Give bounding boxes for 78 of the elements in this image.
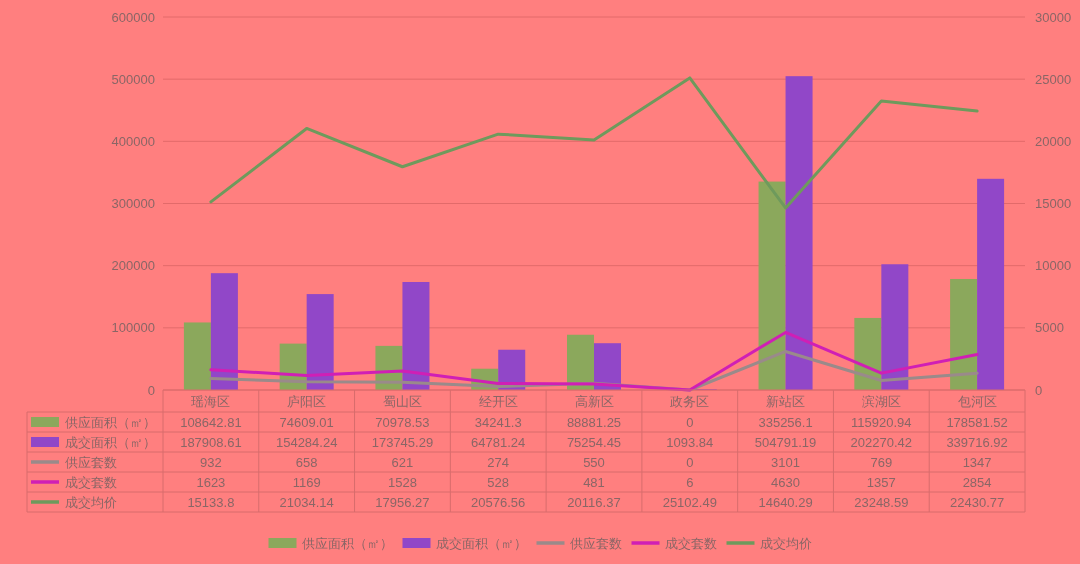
category: 新站区 — [766, 393, 806, 409]
y-tick: 200000 — [111, 258, 155, 274]
y2-tick: 10000 — [1035, 258, 1072, 274]
value-label: 1093.84 — [666, 434, 714, 450]
value-label: 22430.77 — [950, 494, 1005, 510]
legend-label: 供应套数 — [569, 535, 622, 551]
value-label: 335256.1 — [758, 414, 813, 430]
value-label: 528 — [487, 474, 510, 490]
legend-label: 成交面积（㎡） — [435, 535, 527, 551]
value-label: 74609.01 — [279, 414, 334, 430]
value-label: 21034.14 — [279, 494, 334, 510]
value-label: 339716.92 — [946, 434, 1008, 450]
value-label: 4630 — [771, 474, 800, 490]
value-label: 1169 — [292, 474, 321, 490]
value-label: 1528 — [388, 474, 417, 490]
value-label: 550 — [583, 454, 605, 470]
y-tick: 600000 — [111, 9, 155, 25]
value-label: 1357 — [866, 474, 896, 490]
value-label: 6 — [686, 474, 694, 490]
category: 蜀山区 — [382, 393, 422, 409]
value-label: 2854 — [962, 474, 992, 490]
value-label: 108642.81 — [180, 414, 242, 430]
value-label: 14640.29 — [758, 494, 813, 510]
category: 政务区 — [670, 393, 710, 409]
y2-tick: 0 — [1035, 382, 1043, 398]
y-tick: 100000 — [111, 320, 155, 336]
category: 经开区 — [478, 393, 518, 409]
value-label: 64781.24 — [471, 434, 526, 450]
category: 瑶海区 — [191, 393, 231, 409]
table-row-name: 成交面积（㎡） — [65, 434, 156, 450]
category: 庐阳区 — [287, 393, 327, 409]
category: 包河区 — [957, 393, 997, 409]
value-label: 115920.94 — [851, 414, 912, 430]
legend-label: 成交套数 — [664, 535, 717, 551]
value-label: 1347 — [962, 454, 992, 470]
value-label: 34241.3 — [474, 414, 522, 430]
value-label: 25102.49 — [662, 494, 717, 510]
y-tick: 300000 — [111, 196, 155, 211]
value-label: 178581.52 — [946, 414, 1008, 430]
table-row-name: 供应套数 — [65, 454, 117, 470]
value-label: 932 — [200, 454, 222, 470]
table-row-name: 供应面积（㎡） — [65, 414, 156, 430]
value-label: 0 — [686, 414, 694, 430]
value-label: 3101 — [771, 454, 800, 470]
y-tick: 400000 — [111, 133, 155, 149]
value-label: 187908.61 — [180, 434, 242, 450]
y2-tick: 30000 — [1035, 9, 1072, 25]
value-label: 202270.42 — [850, 434, 913, 450]
value-label: 20116.37 — [567, 494, 621, 510]
table-row-name: 成交套数 — [65, 474, 117, 490]
legend-label: 成交均价 — [759, 535, 812, 551]
value-label: 15133.8 — [187, 494, 235, 510]
category: 滨湖区 — [861, 393, 901, 409]
value-label: 1623 — [196, 474, 226, 490]
table-row-name: 成交均价 — [65, 494, 117, 510]
value-label: 23248.59 — [854, 494, 909, 510]
value-label: 20576.56 — [471, 494, 526, 510]
value-label: 769 — [870, 454, 893, 470]
y2-tick: 20000 — [1035, 133, 1072, 149]
y2-tick: 5000 — [1035, 320, 1064, 336]
legend-label: 供应面积（㎡） — [301, 535, 393, 551]
value-label: 154284.24 — [275, 434, 338, 450]
value-label: 504791.19 — [754, 434, 817, 450]
y2-tick: 25000 — [1035, 71, 1072, 87]
y2-tick: 15000 — [1035, 196, 1072, 211]
value-label: 0 — [686, 454, 694, 470]
category: 高新区 — [574, 393, 614, 409]
value-label: 17956.27 — [375, 494, 430, 510]
value-label: 621 — [391, 454, 414, 470]
value-label: 75254.45 — [566, 434, 622, 450]
value-label: 70978.53 — [375, 414, 430, 430]
value-label: 658 — [295, 454, 318, 470]
value-label: 274 — [487, 454, 510, 470]
y-tick: 500000 — [111, 71, 155, 87]
value-label: 88881.25 — [566, 414, 622, 430]
value-label: 481 — [583, 474, 605, 490]
y-tick: 0 — [147, 382, 155, 398]
value-label: 173745.29 — [371, 434, 434, 450]
